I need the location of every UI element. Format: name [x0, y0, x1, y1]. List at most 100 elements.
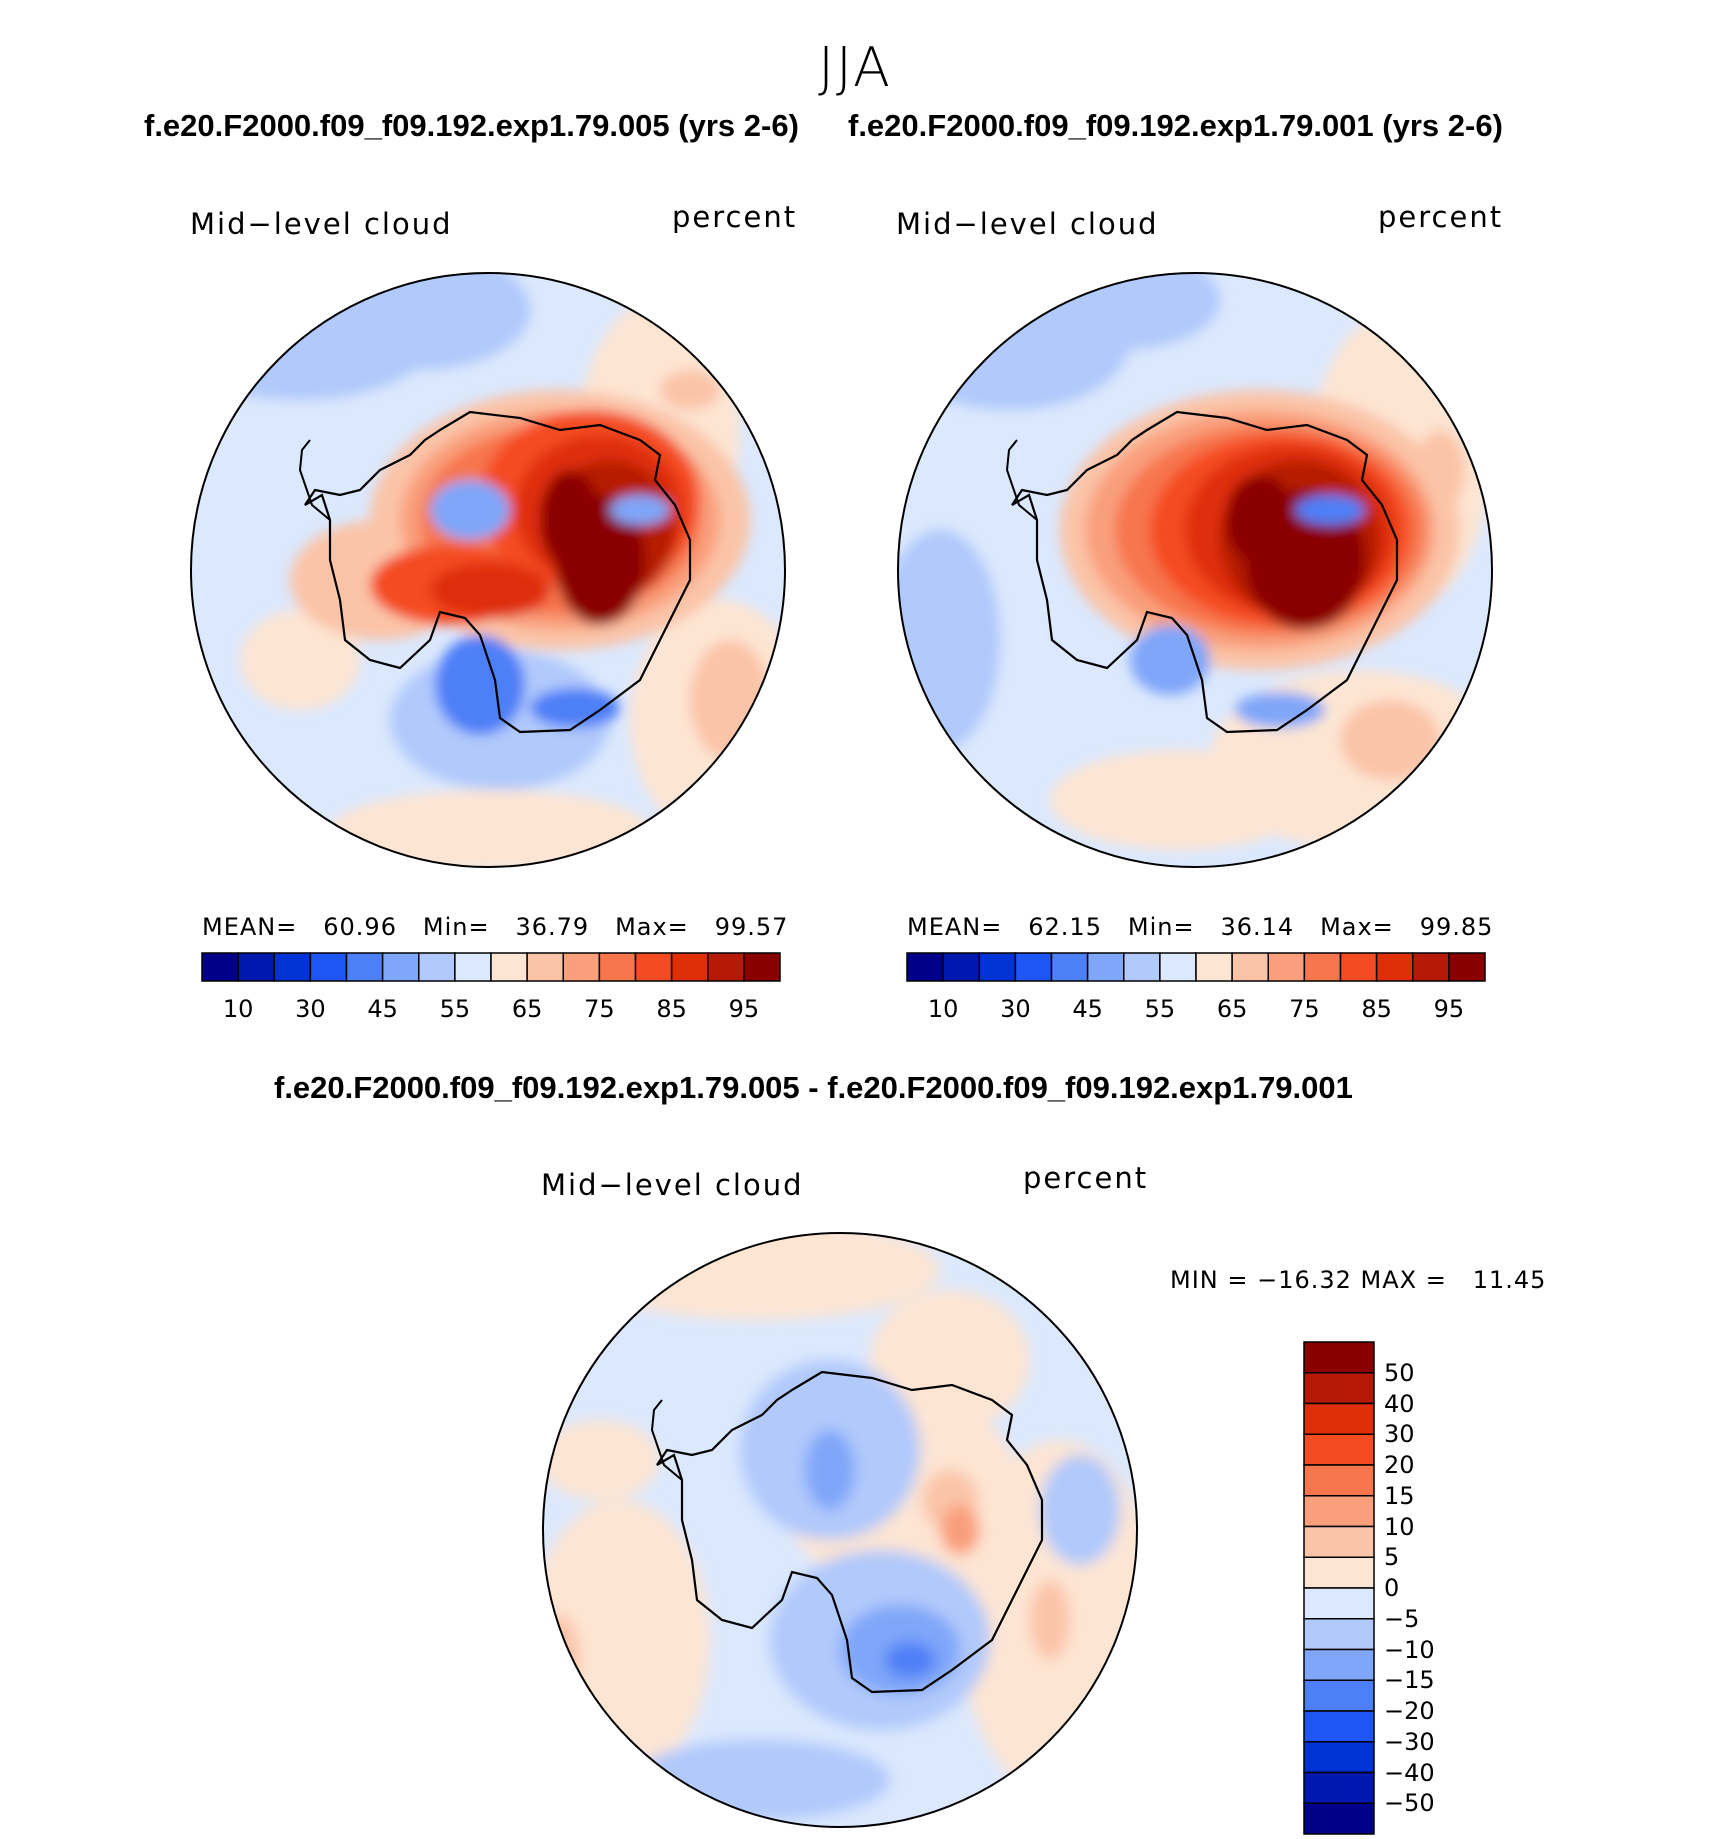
panel2-variable-label: Mid−level cloud	[896, 207, 1159, 241]
panel2-mean-value: 62.15	[1028, 913, 1102, 941]
panel1-colorbar-swatch	[381, 952, 420, 982]
panel1-colorbar-tick-label: 85	[656, 995, 687, 1023]
panel1-colorbar-tick-label: 45	[367, 995, 398, 1023]
panel2-colorbar-swatch	[906, 952, 944, 982]
diff-colorbar	[1303, 1341, 1375, 1835]
panel1-colorbar-swatch	[309, 952, 348, 982]
diff-peninsula	[650, 1399, 683, 1481]
panel2-coastline	[1011, 410, 1399, 734]
diff-colorbar-swatch	[1303, 1679, 1375, 1712]
panel1-colorbar-swatch	[634, 952, 673, 982]
panel1-mean-value: 60.96	[323, 913, 397, 941]
panel1-variable-label: Mid−level cloud	[190, 207, 453, 241]
panel1-min-label: Min=	[422, 913, 490, 941]
panel2-colorbar-swatch	[1375, 952, 1414, 982]
panel1-polar-map	[190, 272, 786, 868]
panel2-min-label: Min=	[1127, 913, 1195, 941]
diff-colorbar-swatch	[1303, 1741, 1375, 1774]
panel1-colorbar-swatch	[418, 952, 456, 982]
panel1-units-label: percent	[672, 200, 798, 234]
panel1-max-label: Max=	[615, 913, 689, 941]
diff-colorbar-tick-label: −5	[1384, 1604, 1420, 1633]
diff-colorbar-swatch	[1303, 1341, 1375, 1374]
panel2-mean-label: MEAN=	[907, 913, 1003, 941]
diff-colorbar-tick-label: 40	[1384, 1389, 1415, 1418]
diff-colorbar-tick-label: −50	[1384, 1789, 1435, 1818]
panel2-polar-map	[897, 272, 1493, 868]
diff-colorbar-swatch	[1303, 1525, 1375, 1558]
season-title: JJA	[818, 36, 892, 99]
diff-colorbar-tick-label: 20	[1384, 1451, 1415, 1479]
diff-colorbar-tick-label: 30	[1384, 1420, 1415, 1449]
diff-colorbar-tick-label: 5	[1384, 1543, 1400, 1572]
panel2-colorbar-tick-label: 85	[1361, 995, 1392, 1023]
panel1-colorbar-swatch	[743, 952, 781, 982]
header-case-001: f.e20.F2000.f09_f09.192.exp1.79.001 (yrs…	[848, 108, 1503, 143]
panel2-colorbar-swatch	[1339, 952, 1378, 982]
diff-colorbar-tick-label: 10	[1384, 1512, 1415, 1541]
diff-colorbar-tick-label: 0	[1384, 1574, 1400, 1602]
panel2-colorbar	[906, 952, 1486, 982]
panel2-colorbar-tick-label: 30	[1000, 995, 1031, 1023]
panel1-colorbar-swatch	[201, 952, 239, 982]
diff-variable-label: Mid−level cloud	[541, 1168, 804, 1202]
panel2-colorbar-labels: 10 30 45 55 65 75 85 95	[907, 995, 1485, 1025]
panel1-colorbar-tick-label: 10	[222, 995, 254, 1023]
diff-header: f.e20.F2000.f09_f09.192.exp1.79.005 - f.…	[274, 1070, 1353, 1105]
panel1-colorbar-swatch	[562, 952, 601, 982]
diff-coastline	[656, 1370, 1044, 1694]
panel2-colorbar-swatch	[1412, 952, 1450, 982]
panel2-map-border	[897, 272, 1493, 868]
panel2-colorbar-swatch	[978, 952, 1017, 982]
diff-colorbar-tick-label: −30	[1384, 1727, 1435, 1756]
panel1-colorbar-swatch	[273, 952, 312, 982]
panel2-colorbar-tick-label: 55	[1144, 995, 1176, 1023]
panel1-colorbar-swatch	[237, 952, 275, 982]
panel2-colorbar-swatch	[1086, 952, 1125, 982]
diff-colorbar-tick-label: −40	[1384, 1758, 1435, 1787]
panel1-colorbar-swatch	[670, 952, 709, 982]
panel1-mean-label: MEAN=	[202, 913, 298, 941]
header-case-005: f.e20.F2000.f09_f09.192.exp1.79.005 (yrs…	[144, 108, 799, 143]
diff-cloud-field	[543, 1233, 1137, 1827]
diff-minmax: MIN = −16.32 MAX = 11.45	[1170, 1266, 1547, 1294]
panel2-colorbar-swatch	[1303, 952, 1342, 982]
panel2-max-label: Max=	[1320, 913, 1394, 941]
diff-colorbar-swatch	[1303, 1710, 1375, 1743]
diff-colorbar-tick-label: 15	[1384, 1481, 1415, 1510]
panel2-stats: MEAN= 62.15 Min= 36.14 Max= 99.85	[907, 913, 1493, 941]
diff-colorbar-swatch	[1303, 1648, 1375, 1681]
panel2-cloud-field	[898, 273, 1492, 867]
diff-colorbar-swatch	[1303, 1556, 1375, 1589]
diff-colorbar-tick-label: 50	[1384, 1358, 1415, 1387]
diff-colorbar-tick-label: −10	[1384, 1635, 1435, 1664]
diff-colorbar-swatch	[1303, 1495, 1375, 1528]
panel1-colorbar-tick-label: 65	[511, 995, 543, 1023]
panel1-colorbar-swatch	[490, 952, 528, 982]
diff-colorbar-swatch	[1303, 1464, 1375, 1497]
diff-map-border	[542, 1232, 1138, 1828]
panel2-colorbar-tick-label: 65	[1216, 995, 1248, 1023]
panel2-min-value: 36.14	[1220, 913, 1295, 941]
panel1-colorbar-swatch	[454, 952, 492, 982]
diff-colorbar-labels: 50 40 30 20 15 10 5 0 −5 −10 −15 −20 −30 −40 −50	[1384, 1342, 1474, 1834]
diff-colorbar-swatch	[1303, 1802, 1375, 1835]
panel2-colorbar-swatch	[1159, 952, 1197, 982]
panel1-colorbar-tick-label: 95	[728, 995, 760, 1023]
panel2-colorbar-tick-label: 75	[1289, 995, 1320, 1023]
panel1-peninsula	[298, 439, 331, 521]
panel1-stats: MEAN= 60.96 Min= 36.79 Max= 99.57	[202, 913, 788, 941]
panel2-colorbar-swatch	[1448, 952, 1486, 982]
diff-colorbar-swatch	[1303, 1771, 1375, 1804]
panel1-colorbar-swatch	[707, 952, 745, 982]
panel2-colorbar-swatch	[1231, 952, 1269, 982]
diff-colorbar-swatch	[1303, 1618, 1375, 1651]
panel1-coastline	[304, 410, 692, 734]
panel1-colorbar-tick-label: 75	[584, 995, 615, 1023]
panel1-min-value: 36.79	[515, 913, 590, 941]
panel2-colorbar-tick-label: 95	[1433, 995, 1465, 1023]
panel1-colorbar-labels: 10 30 45 55 65 75 85 95	[202, 995, 780, 1025]
panel2-colorbar-swatch	[1195, 952, 1233, 982]
diff-colorbar-swatch	[1303, 1433, 1375, 1466]
panel2-max-value: 99.85	[1419, 913, 1494, 941]
